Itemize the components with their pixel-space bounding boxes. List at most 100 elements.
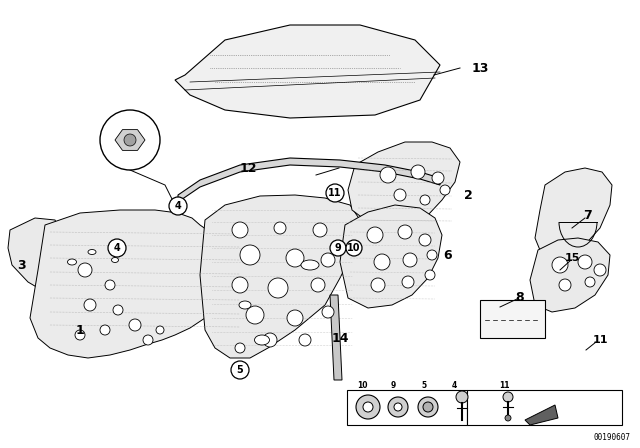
Ellipse shape [111, 258, 118, 263]
Circle shape [274, 222, 286, 234]
Text: 4: 4 [175, 201, 181, 211]
Circle shape [432, 172, 444, 184]
Text: 10: 10 [348, 243, 361, 253]
Circle shape [402, 276, 414, 288]
Circle shape [108, 239, 126, 257]
Polygon shape [175, 25, 440, 118]
Circle shape [78, 263, 92, 277]
Circle shape [371, 278, 385, 292]
Circle shape [321, 253, 335, 267]
Circle shape [440, 185, 450, 195]
Text: 5: 5 [421, 381, 427, 390]
Circle shape [427, 250, 437, 260]
Text: 10: 10 [356, 381, 367, 390]
Circle shape [559, 279, 571, 291]
Text: 2: 2 [463, 189, 472, 202]
Polygon shape [535, 168, 612, 260]
Circle shape [313, 223, 327, 237]
Circle shape [235, 343, 245, 353]
Ellipse shape [88, 250, 96, 254]
Circle shape [505, 415, 511, 421]
Circle shape [403, 253, 417, 267]
Circle shape [356, 395, 380, 419]
Circle shape [105, 280, 115, 290]
Polygon shape [530, 238, 610, 312]
Circle shape [367, 227, 383, 243]
Circle shape [232, 222, 248, 238]
Polygon shape [525, 405, 558, 425]
Circle shape [124, 134, 136, 146]
Polygon shape [178, 158, 440, 202]
Circle shape [418, 397, 438, 417]
Circle shape [503, 392, 513, 402]
Circle shape [286, 249, 304, 267]
Circle shape [398, 225, 412, 239]
Circle shape [380, 167, 396, 183]
Circle shape [585, 277, 595, 287]
Circle shape [425, 270, 435, 280]
Ellipse shape [255, 335, 269, 345]
Text: 5: 5 [237, 365, 243, 375]
Circle shape [246, 306, 264, 324]
Text: 7: 7 [584, 208, 593, 221]
Text: 13: 13 [471, 61, 489, 74]
Circle shape [268, 278, 288, 298]
Circle shape [456, 391, 468, 403]
Polygon shape [330, 295, 342, 380]
Text: 15: 15 [564, 253, 580, 263]
Polygon shape [200, 195, 360, 358]
Circle shape [394, 189, 406, 201]
Circle shape [231, 361, 249, 379]
Text: 00190607: 00190607 [593, 433, 630, 442]
Circle shape [594, 264, 606, 276]
Polygon shape [30, 210, 255, 358]
Circle shape [287, 310, 303, 326]
Circle shape [552, 257, 568, 273]
Circle shape [330, 240, 346, 256]
Ellipse shape [67, 259, 77, 265]
Ellipse shape [301, 260, 319, 270]
Text: 12: 12 [239, 161, 257, 175]
Circle shape [100, 110, 160, 170]
Circle shape [113, 305, 123, 315]
Text: 11: 11 [328, 188, 342, 198]
Text: 4: 4 [114, 243, 120, 253]
Ellipse shape [239, 301, 251, 309]
Circle shape [299, 334, 311, 346]
Circle shape [75, 330, 85, 340]
Text: 9: 9 [335, 243, 341, 253]
Circle shape [326, 184, 344, 202]
Circle shape [420, 195, 430, 205]
Polygon shape [8, 218, 65, 292]
Text: 1: 1 [76, 323, 84, 336]
Circle shape [232, 277, 248, 293]
Circle shape [84, 299, 96, 311]
Text: 9: 9 [390, 381, 396, 390]
Polygon shape [340, 205, 442, 308]
Circle shape [129, 319, 141, 331]
Bar [480, 300, 545, 338]
Text: 4: 4 [451, 381, 456, 390]
Circle shape [169, 197, 187, 215]
Circle shape [419, 234, 431, 246]
Polygon shape [115, 129, 145, 151]
Circle shape [263, 333, 277, 347]
Circle shape [143, 335, 153, 345]
Circle shape [411, 165, 425, 179]
Circle shape [374, 254, 390, 270]
Circle shape [423, 402, 433, 412]
Circle shape [346, 240, 362, 256]
Polygon shape [348, 142, 460, 228]
Circle shape [240, 245, 260, 265]
Text: 11: 11 [592, 335, 608, 345]
Text: 8: 8 [516, 290, 524, 303]
Bar [467, 390, 622, 425]
Circle shape [311, 278, 325, 292]
Bar [347, 390, 467, 425]
Circle shape [156, 326, 164, 334]
Circle shape [394, 403, 402, 411]
Text: 3: 3 [18, 258, 26, 271]
Text: 14: 14 [332, 332, 349, 345]
Text: 6: 6 [444, 249, 452, 262]
Circle shape [388, 397, 408, 417]
